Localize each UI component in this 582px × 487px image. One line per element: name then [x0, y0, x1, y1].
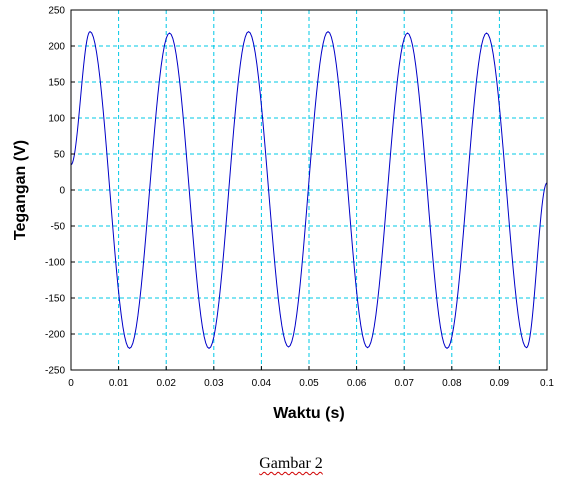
y-tick-label: 150: [48, 78, 65, 89]
figure-caption-text: Gambar 2: [259, 455, 323, 472]
x-tick-label: 0.05: [299, 378, 319, 389]
x-tick-label: 0.01: [109, 378, 129, 389]
y-tick-label: -250: [45, 366, 65, 377]
y-tick-label: 0: [59, 186, 65, 197]
x-tick-label: 0: [68, 378, 74, 389]
x-tick-label: 0.1: [540, 378, 554, 389]
x-tick-label: 0.09: [490, 378, 510, 389]
y-axis-label: Tegangan (V): [12, 140, 29, 240]
x-axis-label: Waktu (s): [273, 405, 344, 422]
x-tick-label: 0.04: [252, 378, 272, 389]
x-tick-label: 0.06: [347, 378, 367, 389]
y-tick-label: -150: [45, 294, 65, 305]
voltage-chart: 0 0.01 0.02 0.03 0.04 0.05 0.06 0.07 0.08 0.09 0.1…: [12, 6, 554, 423]
y-tick-label: 250: [48, 6, 65, 17]
voltage-series-line: [71, 30, 547, 350]
series-group: [71, 30, 547, 350]
y-tick-label: 50: [54, 150, 66, 161]
x-tick-label: 0.03: [204, 378, 224, 389]
y-tick-label: -50: [51, 222, 66, 233]
x-tick-label: 0.02: [156, 378, 176, 389]
grid-lines: [71, 10, 547, 370]
y-axis-ticks: 250 200 150 100 50 0 -50 -100 -150 -200 -250: [45, 6, 75, 377]
y-tick-label: 200: [48, 42, 65, 53]
y-tick-label: -100: [45, 258, 65, 269]
y-tick-label: 100: [48, 114, 65, 125]
x-axis-ticks: 0 0.01 0.02 0.03 0.04 0.05 0.06 0.07 0.08 0.09 0.1: [68, 366, 554, 389]
x-tick-label: 0.08: [442, 378, 462, 389]
figure-caption: Gambar 2: [0, 455, 582, 473]
x-tick-label: 0.07: [394, 378, 414, 389]
y-tick-label: -200: [45, 330, 65, 341]
